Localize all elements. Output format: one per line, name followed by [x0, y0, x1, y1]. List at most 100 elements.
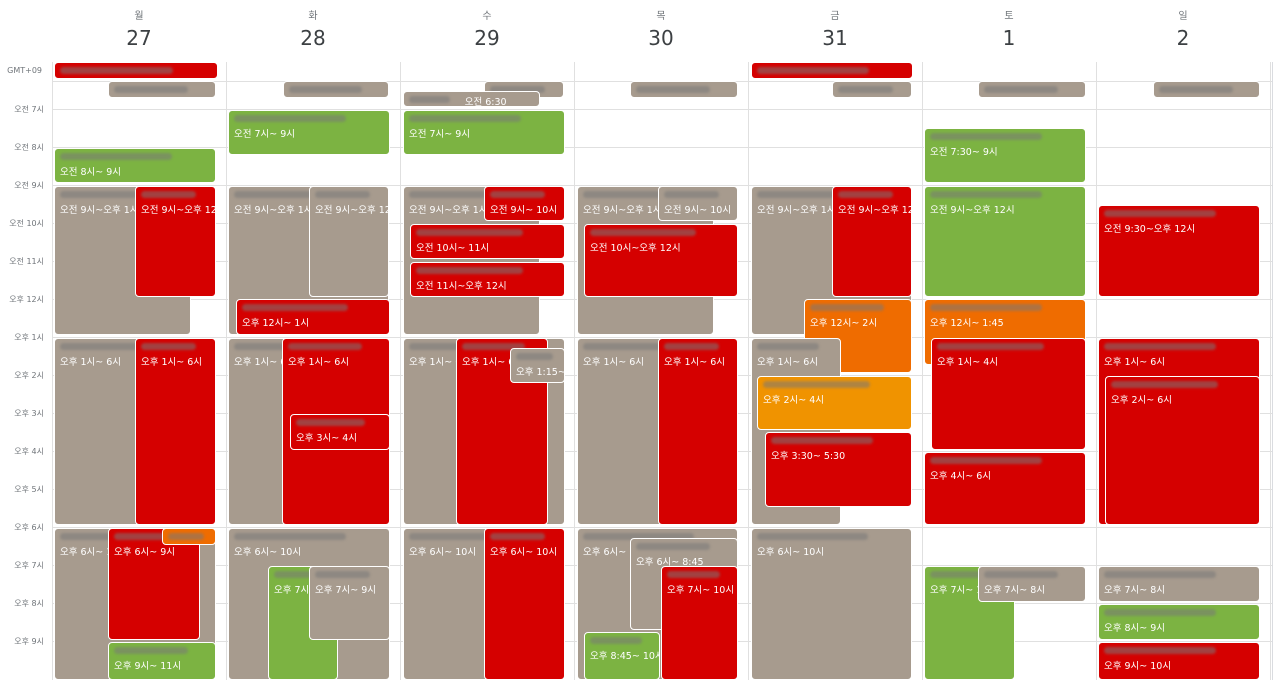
- redacted-title: [984, 86, 1059, 93]
- event[interactable]: 오후 8시~ 9시: [1098, 604, 1260, 640]
- event[interactable]: 오전 10시~ 11시: [410, 224, 565, 259]
- day-divider: [748, 62, 749, 680]
- date[interactable]: 2: [1176, 26, 1190, 50]
- hour-label: 오후 5시: [14, 485, 44, 494]
- event[interactable]: 오전 9시~오후 12시: [309, 186, 389, 297]
- date[interactable]: 27: [126, 26, 152, 50]
- event[interactable]: 오전 9:30~오후 12시: [1098, 205, 1260, 297]
- event-time: 오후 8:45~ 10시: [590, 651, 660, 662]
- date[interactable]: 1: [1002, 26, 1016, 50]
- event[interactable]: 오전 9시~ 10시: [484, 186, 565, 221]
- event[interactable]: 오전 9시~ 10시: [658, 186, 738, 221]
- date[interactable]: 30: [648, 26, 674, 50]
- event[interactable]: 오전 7시~ 9시: [228, 110, 390, 155]
- event[interactable]: 오후 9시~ 10시: [1098, 642, 1260, 680]
- redacted-title: [242, 304, 349, 311]
- event-time: 오전 9시~ 10시: [664, 205, 732, 216]
- event-time: 오후 12시~ 1:45: [930, 318, 1004, 329]
- event[interactable]: 오후 1시~ 6시: [658, 338, 738, 525]
- weekday: 수: [482, 11, 492, 22]
- hour-label: 오후 6시: [14, 523, 44, 532]
- event-time: 오후 1시~ 6시: [757, 357, 819, 368]
- event[interactable]: 오전 8시~ 9시: [54, 148, 216, 183]
- redacted-title: [60, 191, 155, 198]
- event-time: 오후 1시~ 6시: [462, 357, 524, 368]
- event-time: 오후 12시~ 1시: [242, 318, 310, 329]
- redacted-title: [757, 191, 869, 198]
- event-untitled[interactable]: [832, 81, 912, 98]
- event[interactable]: 오후 7시~ 8시: [1098, 566, 1260, 602]
- event[interactable]: 오후 7시~ 8시: [978, 566, 1086, 602]
- event[interactable]: 오후 1시~ 6시: [456, 338, 548, 525]
- redacted-title: [583, 533, 695, 540]
- redacted-title: [1111, 381, 1219, 388]
- event[interactable]: 오전 9시~오후 12시: [924, 186, 1086, 297]
- event[interactable]: 오전 6:30: [403, 91, 540, 107]
- event-untitled[interactable]: [1153, 81, 1260, 98]
- date[interactable]: 29: [474, 26, 500, 50]
- event-time: 오후 7시~: [274, 585, 318, 596]
- event-untitled[interactable]: [54, 62, 218, 79]
- event-time: 오전 9시~오후 12시: [141, 205, 215, 216]
- redacted-title: [296, 419, 365, 426]
- redacted-title: [462, 343, 525, 350]
- event[interactable]: 오전 9시~오후 12시: [135, 186, 216, 297]
- redacted-title: [757, 533, 869, 540]
- event[interactable]: 오후 4시~ 6시: [924, 452, 1086, 525]
- event-time: 오전 7:30~ 9시: [930, 147, 998, 158]
- event-untitled[interactable]: [108, 81, 216, 98]
- event[interactable]: 오후 7시~ 9시: [309, 566, 390, 640]
- event[interactable]: 오후 7시~ 10시: [661, 566, 738, 680]
- event[interactable]: 오후 6시~ 9시: [108, 528, 200, 640]
- event[interactable]: 오후 1:15~: [510, 348, 565, 383]
- redacted-title: [114, 86, 189, 93]
- event-time: 오전 9시~ 10시: [490, 205, 558, 216]
- date[interactable]: 31: [822, 26, 848, 50]
- event[interactable]: 오전 11시~오후 12시: [410, 262, 565, 297]
- event[interactable]: 오후 3:30~ 5:30: [765, 432, 912, 507]
- event[interactable]: 오전 7시~ 9시: [403, 110, 565, 155]
- event[interactable]: 오후 1시~ 6시: [135, 338, 216, 525]
- redacted-title: [234, 191, 346, 198]
- event-untitled[interactable]: [283, 81, 389, 98]
- redacted-title: [838, 191, 893, 198]
- event[interactable]: 오후 6시~ 10시: [484, 528, 565, 680]
- event-time: 오후 1시~ 6시: [583, 357, 645, 368]
- event-untitled[interactable]: [630, 81, 738, 98]
- event[interactable]: 오전 9시~오후 12시: [832, 186, 912, 297]
- event[interactable]: 오후 12시~ 2시: [804, 299, 912, 373]
- redacted-title: [583, 191, 678, 198]
- event-time: 오후 7시~ 8시: [984, 585, 1046, 596]
- event-untitled[interactable]: [751, 62, 913, 79]
- redacted-title: [168, 533, 205, 540]
- hour-line: [52, 337, 1272, 338]
- day-divider: [1096, 62, 1097, 680]
- event[interactable]: 오후 3시~ 4시: [290, 414, 390, 450]
- event-untitled[interactable]: [978, 81, 1086, 98]
- event[interactable]: 오후 1시~ 4시: [931, 338, 1086, 450]
- event[interactable]: 오전 7:30~ 9시: [924, 128, 1086, 183]
- event-time: 오후 7시~ 10시: [667, 585, 735, 596]
- event[interactable]: 오후 6시~ 10시: [751, 528, 912, 680]
- event[interactable]: 오후 9시~ 11시: [108, 642, 216, 680]
- day-divider: [226, 62, 227, 680]
- hour-label: 오전 9시: [14, 181, 44, 190]
- event[interactable]: 오후 12시~ 1시: [236, 299, 390, 335]
- redacted-title: [763, 381, 871, 388]
- redacted-title: [810, 304, 885, 311]
- event[interactable]: 오후 8:45~ 10시: [584, 632, 660, 680]
- event-time: 오전 9시~오후 1시: [409, 205, 488, 216]
- day-divider: [574, 62, 575, 680]
- event[interactable]: 오전 10시~오후 12시: [584, 224, 738, 297]
- event-untitled[interactable]: [162, 528, 216, 545]
- redacted-title: [590, 229, 697, 236]
- redacted-title: [1104, 609, 1216, 616]
- event[interactable]: 오후 2시~ 6시: [1105, 376, 1260, 525]
- redacted-title: [409, 533, 521, 540]
- event-time: 오후 6시~ 8:45: [636, 557, 704, 568]
- event-time: 오후 6시~ 10시: [757, 547, 825, 558]
- weekday: 일: [1178, 11, 1188, 22]
- event[interactable]: 오후 2시~ 4시: [757, 376, 912, 430]
- event-time: 오후 1시~ 6시: [234, 357, 296, 368]
- date[interactable]: 28: [300, 26, 326, 50]
